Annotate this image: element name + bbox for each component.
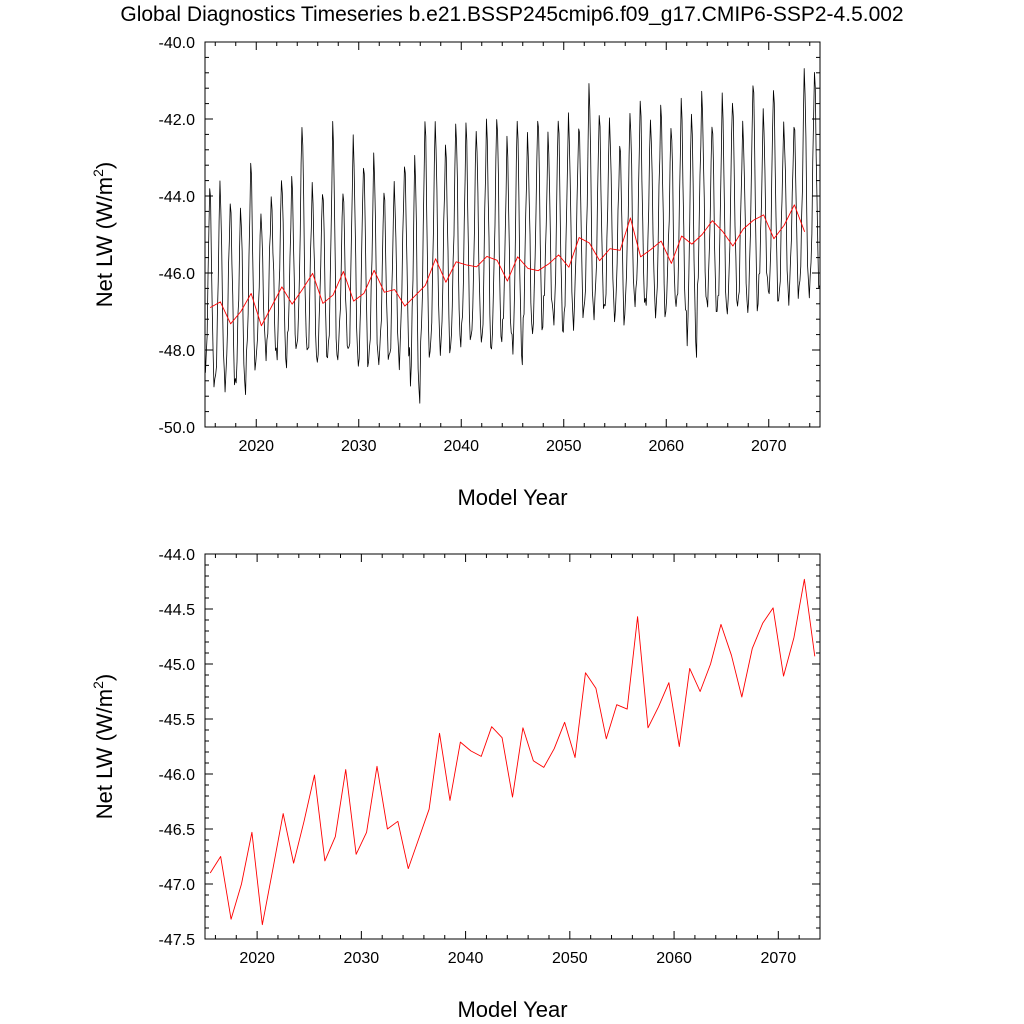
top-y-tick-label: -40.0 xyxy=(159,35,196,52)
top-series-monthly xyxy=(205,68,820,404)
top-x-tick-label: 2030 xyxy=(341,438,377,455)
bottom-series-annual xyxy=(209,578,816,926)
top-x-tick-label: 2070 xyxy=(751,438,787,455)
bottom-x-tick-label: 2030 xyxy=(344,950,380,967)
bottom-y-tick-label: -45.5 xyxy=(159,712,196,729)
top-plot-frame xyxy=(204,41,821,428)
panel-bottom-chart: 2020 2030 2040 2050 2060 2070 -47.5 -47.0 -46.5 -… xyxy=(90,547,821,1022)
bottom-x-tick-label: 2070 xyxy=(761,950,797,967)
bottom-x-axis-title: Model Year xyxy=(457,997,567,1022)
figure-title: Global Diagnostics Timeseries b.e21.BSSP… xyxy=(120,3,904,26)
bottom-y-tick-label: -47.5 xyxy=(159,932,196,949)
top-y-axis-title: Net LW (W/m2) xyxy=(90,162,117,307)
top-y-tick-label: -48.0 xyxy=(159,343,196,360)
bottom-y-tick-label: -46.0 xyxy=(159,767,196,784)
top-x-tick-label: 2050 xyxy=(546,438,582,455)
top-x-axis-title: Model Year xyxy=(457,485,567,510)
top-series-annual xyxy=(209,204,806,327)
bottom-x-tick-label: 2050 xyxy=(552,950,588,967)
bottom-plot-frame xyxy=(204,553,821,940)
panel-top-chart: 2020 2030 2040 2050 2060 2070 -50.0 -48.0 -46.0 -… xyxy=(90,35,821,510)
top-y-tick-label: -50.0 xyxy=(159,420,196,437)
bottom-x-tick-label: 2060 xyxy=(656,950,692,967)
bottom-y-tick-label: -44.5 xyxy=(159,602,196,619)
bottom-y-tick-label: -46.5 xyxy=(159,822,196,839)
bottom-y-axis-title: Net LW (W/m2) xyxy=(90,674,117,819)
top-y-tick-label: -42.0 xyxy=(159,112,196,129)
top-x-tick-label: 2020 xyxy=(238,438,274,455)
bottom-y-tick-label: -45.0 xyxy=(159,657,196,674)
bottom-x-tick-label: 2040 xyxy=(448,950,484,967)
bottom-x-tick-label: 2020 xyxy=(239,950,275,967)
top-y-tick-label: -46.0 xyxy=(159,266,196,283)
top-y-tick-label: -44.0 xyxy=(159,189,196,206)
bottom-y-tick-label: -47.0 xyxy=(159,877,196,894)
top-x-tick-label: 2060 xyxy=(648,438,684,455)
top-x-tick-label: 2040 xyxy=(443,438,479,455)
bottom-y-tick-label: -44.0 xyxy=(159,547,196,564)
